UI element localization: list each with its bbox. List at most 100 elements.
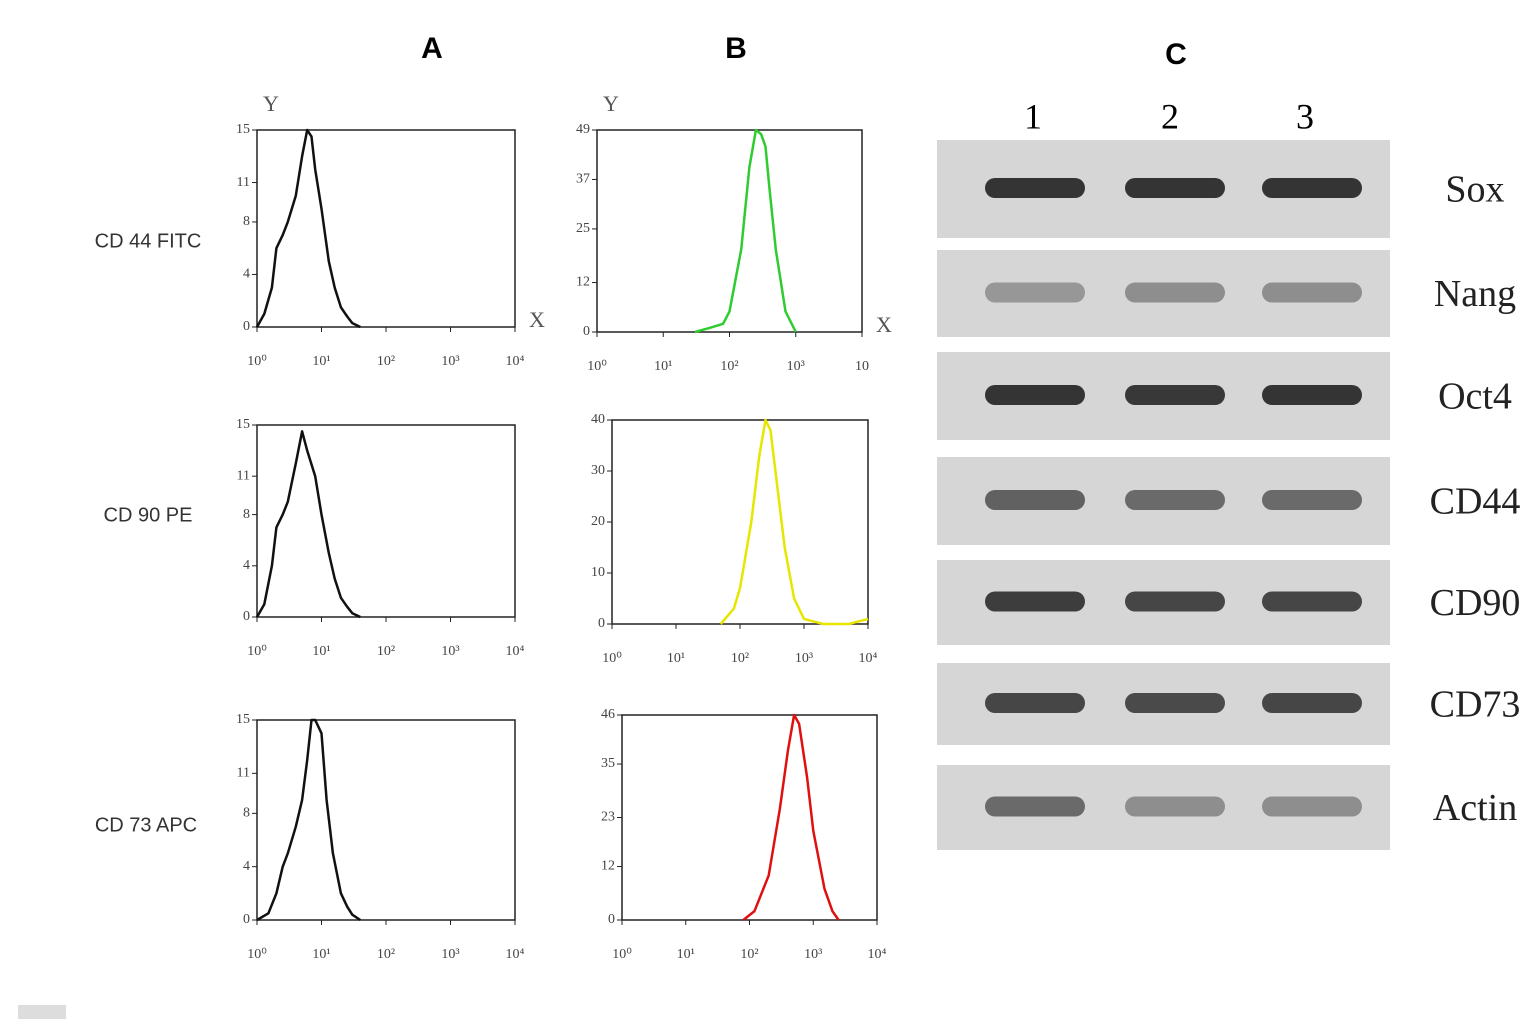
x-tick-label: 10³ xyxy=(787,359,805,374)
x-tick-label: 10² xyxy=(377,354,395,369)
blot-band xyxy=(1262,178,1362,198)
blot-band xyxy=(985,796,1085,817)
y-tick-label: 25 xyxy=(576,221,590,236)
protein-label: CD90 xyxy=(1430,582,1521,624)
histogram-line xyxy=(256,718,361,922)
y-tick-label: 30 xyxy=(591,463,605,478)
y-tick-label: 15 xyxy=(236,712,250,727)
plot-frame xyxy=(256,129,516,328)
y-tick-label: 8 xyxy=(243,507,250,522)
blot-band xyxy=(1262,282,1362,303)
blot-band xyxy=(985,282,1085,303)
x-tick-label: 10³ xyxy=(441,354,459,369)
y-tick-label: 8 xyxy=(243,806,250,821)
x-tick-label: 10⁴ xyxy=(506,644,525,659)
blot-band xyxy=(985,385,1085,405)
x-tick-label: 10² xyxy=(377,644,395,659)
panel-label: C xyxy=(1165,38,1187,71)
blot-band xyxy=(985,178,1085,198)
x-tick-label: 10³ xyxy=(441,644,459,659)
x-tick-label: 10³ xyxy=(795,651,813,666)
x-tick-label: 10 xyxy=(855,359,869,374)
y-tick-label: 40 xyxy=(591,412,605,427)
x-tick-label: 10⁴ xyxy=(859,651,878,666)
decoration xyxy=(18,1005,66,1019)
x-tick-label: 10¹ xyxy=(312,644,330,659)
y-tick-label: 4 xyxy=(243,267,250,282)
y-tick-label: 46 xyxy=(601,707,615,722)
y-tick-label: 12 xyxy=(576,275,590,290)
plot-frame xyxy=(611,419,869,625)
x-tick-label: 10⁰ xyxy=(247,354,267,369)
blot-band xyxy=(1262,796,1362,817)
y-tick-label: 4 xyxy=(243,558,250,573)
y-tick-label: 0 xyxy=(243,912,250,927)
x-tick-label: 10⁰ xyxy=(602,651,622,666)
x-tick-label: 10² xyxy=(377,947,395,962)
blot-band xyxy=(1125,490,1225,510)
plot-frame xyxy=(256,424,516,618)
x-tick-label: 10⁰ xyxy=(247,947,267,962)
x-tick-label: 10¹ xyxy=(677,947,695,962)
x-tick-label: 10¹ xyxy=(312,354,330,369)
blot-band xyxy=(1125,385,1225,405)
plot-frame xyxy=(256,719,516,921)
plot-frame xyxy=(621,714,878,921)
y-tick-label: 11 xyxy=(237,175,250,190)
blot-band xyxy=(1262,385,1362,405)
blot-strip xyxy=(937,250,1390,337)
blot-band xyxy=(1125,591,1225,612)
y-tick-label: 23 xyxy=(601,810,615,825)
x-tick-label: 10¹ xyxy=(667,651,685,666)
y-tick-label: 10 xyxy=(591,565,605,580)
x-tick-label: 10⁰ xyxy=(247,644,267,659)
y-tick-label: 0 xyxy=(583,324,590,339)
histogram-line xyxy=(255,430,361,619)
lane-label: 2 xyxy=(1161,96,1179,136)
blot-band xyxy=(985,693,1085,713)
y-tick-label: 0 xyxy=(243,609,250,624)
y-tick-label: 15 xyxy=(236,122,250,137)
row-label: CD 44 FITC xyxy=(95,230,202,252)
lane-label: 1 xyxy=(1024,96,1042,136)
y-tick-label: 0 xyxy=(598,616,605,631)
y-tick-label: 12 xyxy=(601,859,615,874)
histogram-line xyxy=(719,418,869,626)
x-tick-label: 10² xyxy=(731,651,749,666)
x-tick-label: 10² xyxy=(740,947,758,962)
x-tick-label: 10³ xyxy=(804,947,822,962)
y-tick-label: 49 xyxy=(576,122,590,137)
x-tick-label: 10⁴ xyxy=(506,947,525,962)
x-tick-label: 10¹ xyxy=(654,359,672,374)
y-axis-label: Y xyxy=(263,91,279,116)
y-tick-label: 15 xyxy=(236,417,250,432)
blot-band xyxy=(1125,282,1225,303)
x-tick-label: 10⁴ xyxy=(868,947,887,962)
y-tick-label: 0 xyxy=(243,319,250,334)
x-tick-label: 10³ xyxy=(441,947,459,962)
y-tick-label: 11 xyxy=(237,766,250,781)
y-axis-label: Y xyxy=(603,91,619,116)
x-axis-label: X xyxy=(529,307,545,332)
protein-label: CD73 xyxy=(1430,684,1521,726)
blot-band xyxy=(1262,693,1362,713)
row-label: CD 90 PE xyxy=(104,504,193,526)
x-axis-label: X xyxy=(876,312,892,337)
blot-band xyxy=(1125,178,1225,198)
y-tick-label: 37 xyxy=(576,172,590,187)
y-tick-label: 4 xyxy=(243,859,250,874)
protein-label: Nang xyxy=(1434,273,1516,315)
blot-band xyxy=(985,591,1085,612)
protein-label: CD44 xyxy=(1430,481,1521,523)
y-tick-label: 11 xyxy=(237,468,250,483)
protein-label: Sox xyxy=(1445,169,1504,211)
panel-label: A xyxy=(421,32,443,65)
blot-band xyxy=(1262,490,1362,510)
x-tick-label: 10⁰ xyxy=(587,359,607,374)
protein-label: Oct4 xyxy=(1438,376,1512,418)
blot-band xyxy=(985,490,1085,510)
protein-label: Actin xyxy=(1433,787,1517,829)
blot-band xyxy=(1125,796,1225,817)
